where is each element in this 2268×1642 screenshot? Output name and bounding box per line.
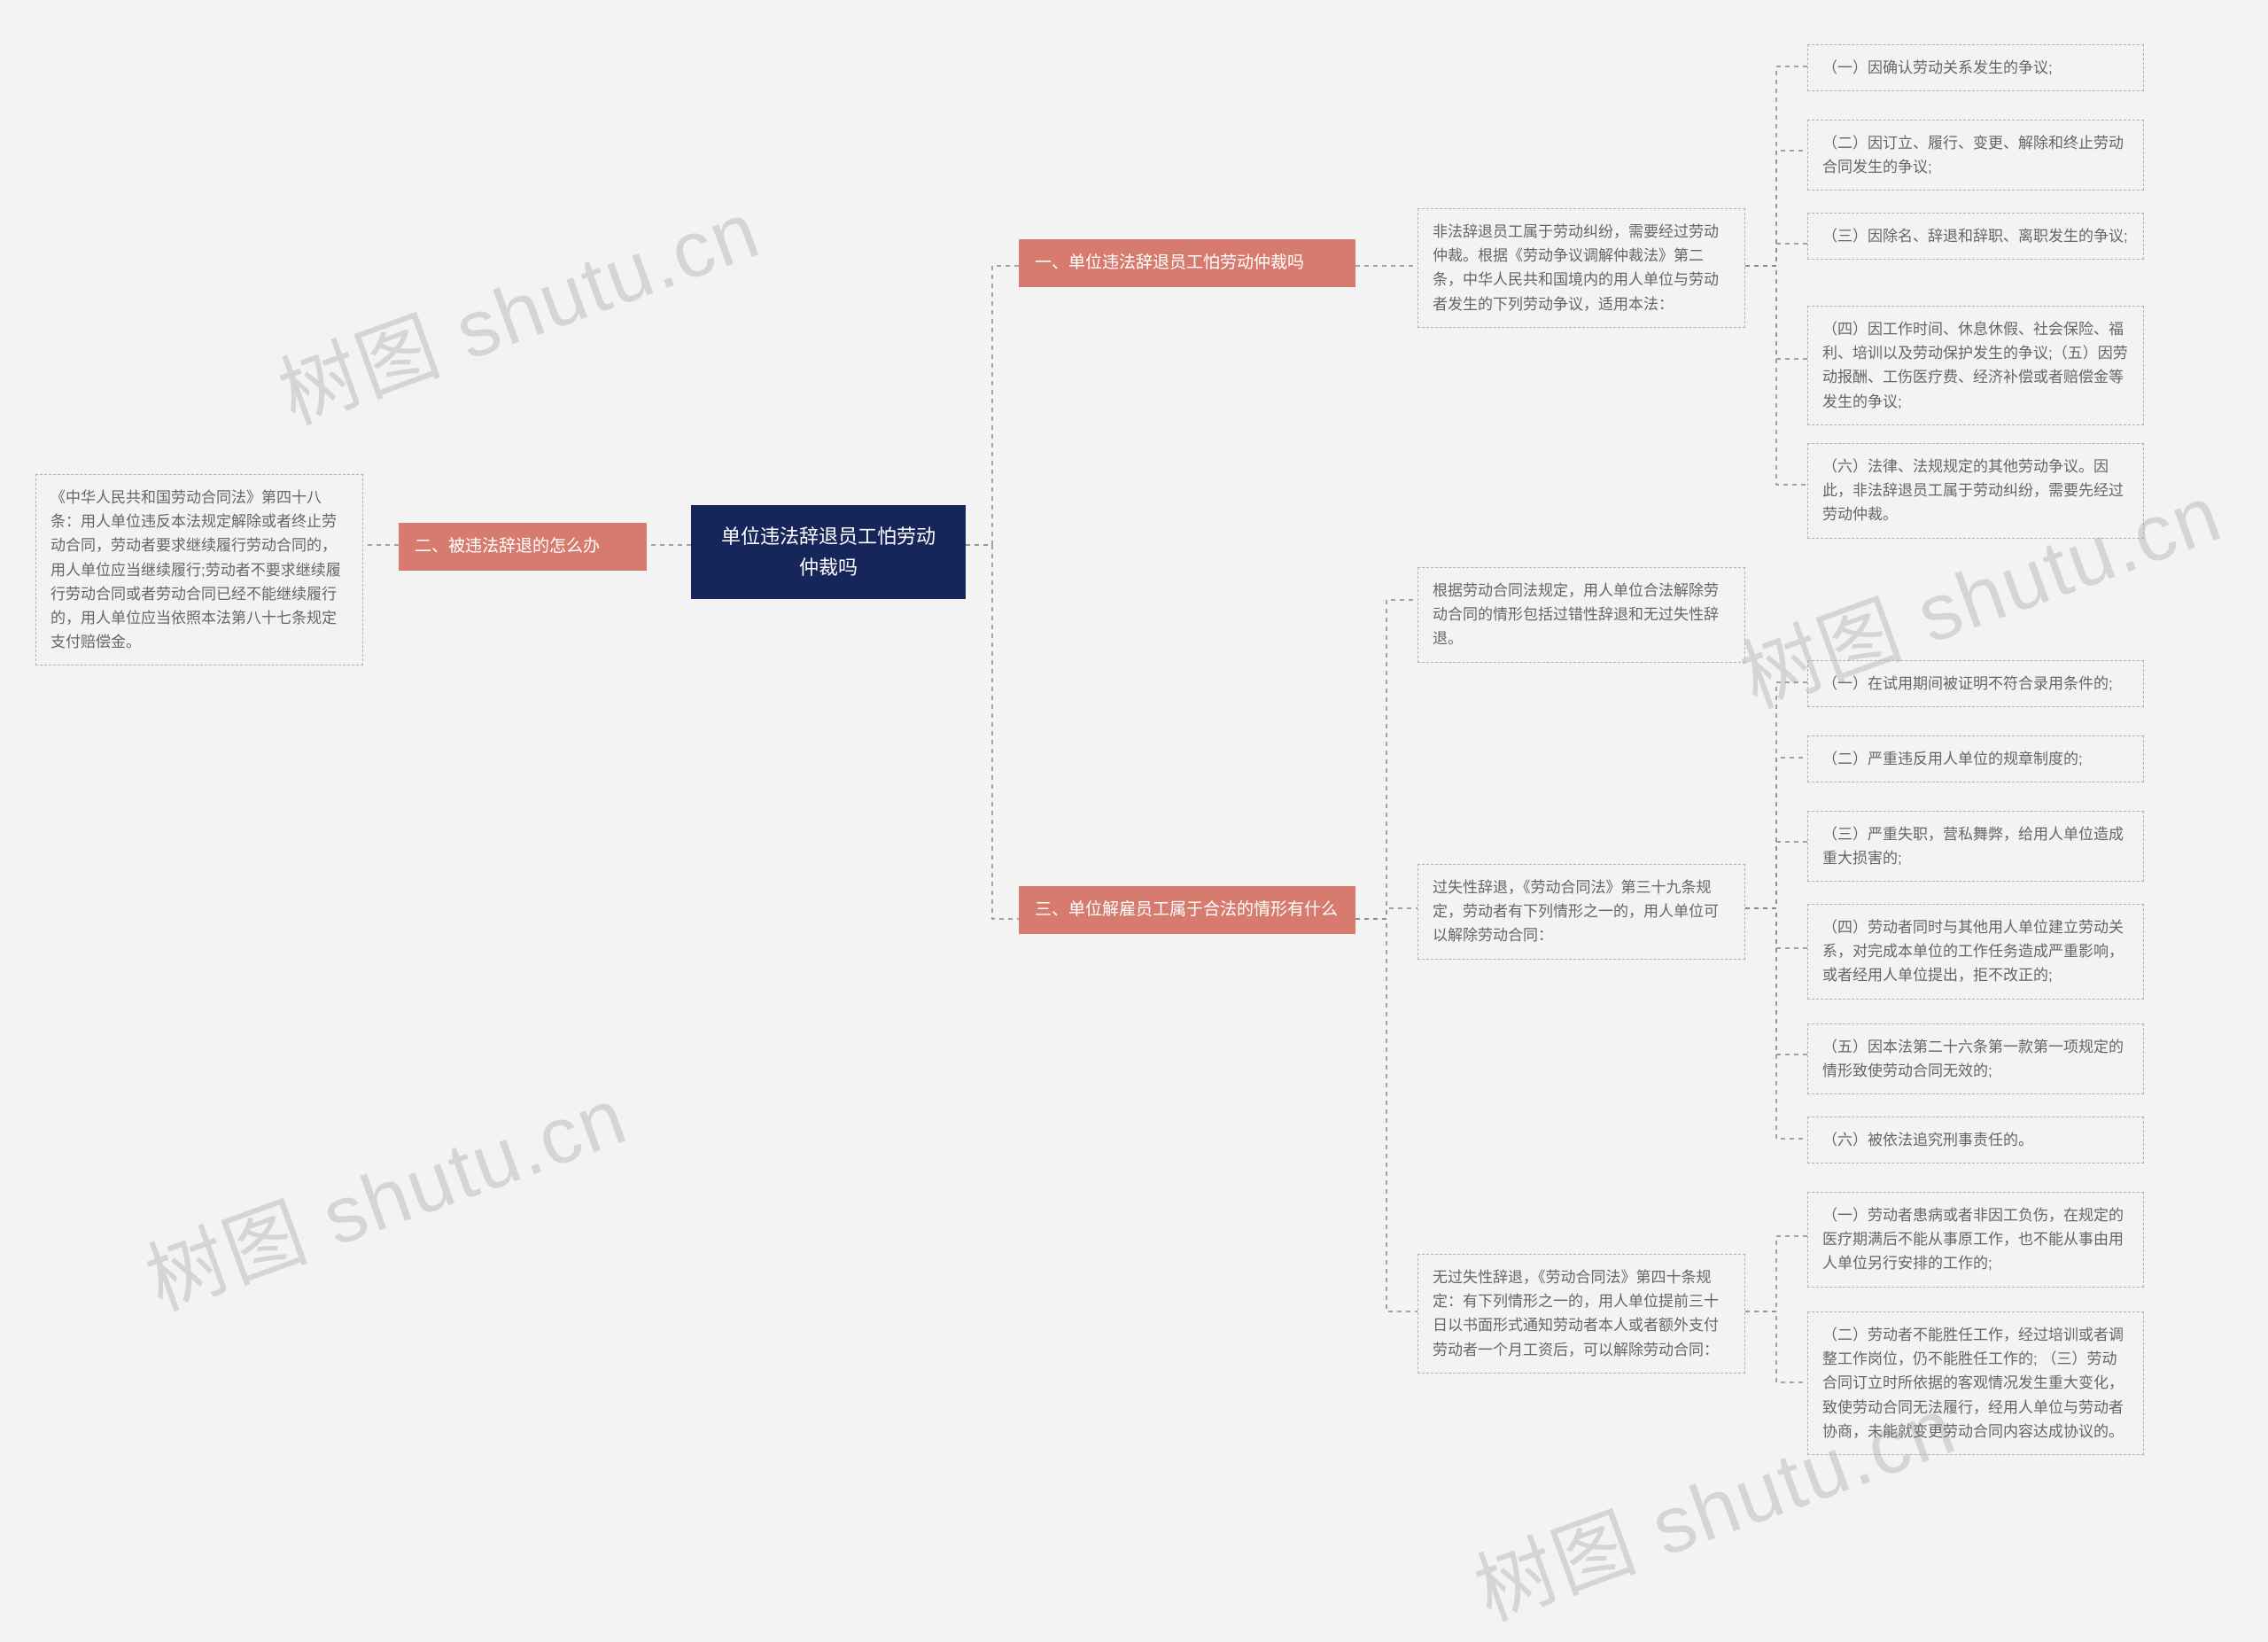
leaf-text: （四）因工作时间、休息休假、社会保险、福利、培训以及劳动保护发生的争议;（五）因… xyxy=(1822,321,2128,410)
mindmap-canvas: 树图 shutu.cn 树图 shutu.cn 树图 shutu.cn 树图 s… xyxy=(0,0,2268,1491)
leaf-node: （一）在试用期间被证明不符合录用条件的; xyxy=(1807,660,2144,707)
root-text: 单位违法辞退员工怕劳动 仲裁吗 xyxy=(714,521,943,583)
mid-node: 无过失性辞退，《劳动合同法》第四十条规定：有下列情形之一的，用人单位提前三十日以… xyxy=(1418,1254,1745,1374)
leaf-node: （四）劳动者同时与其他用人单位建立劳动关系，对完成本单位的工作任务造成严重影响，… xyxy=(1807,904,2144,1000)
mid-node: 过失性辞退，《劳动合同法》第三十九条规定，劳动者有下列情形之一的，用人单位可以解… xyxy=(1418,864,1745,960)
branch-label: 二、被违法辞退的怎么办 xyxy=(415,537,600,556)
leaf-text: （六）被依法追究刑事责任的。 xyxy=(1822,1132,2033,1148)
leaf-text: （二）因订立、履行、变更、解除和终止劳动合同发生的争议; xyxy=(1822,135,2124,175)
branch-right-1: 一、单位违法辞退员工怕劳动仲裁吗 xyxy=(1019,239,1355,287)
branch-label: 一、单位违法辞退员工怕劳动仲裁吗 xyxy=(1035,253,1304,272)
leaf-text: 《中华人民共和国劳动合同法》第四十八条：用人单位违反本法规定解除或者终止劳动合同… xyxy=(50,489,341,650)
root-node: 单位违法辞退员工怕劳动 仲裁吗 xyxy=(691,505,966,599)
leaf-text: （四）劳动者同时与其他用人单位建立劳动关系，对完成本单位的工作任务造成严重影响，… xyxy=(1822,919,2124,984)
leaf-text: （一）在试用期间被证明不符合录用条件的; xyxy=(1822,675,2113,692)
leaf-node: （三）因除名、辞退和辞职、离职发生的争议; xyxy=(1807,213,2144,260)
leaf-text: （六）法律、法规规定的其他劳动争议。因此，非法辞退员工属于劳动纠纷，需要先经过劳… xyxy=(1822,458,2124,523)
leaf-text: （二）劳动者不能胜任工作，经过培训或者调整工作岗位，仍不能胜任工作的; （三）劳… xyxy=(1822,1327,2124,1440)
leaf-node: （四）因工作时间、休息休假、社会保险、福利、培训以及劳动保护发生的争议;（五）因… xyxy=(1807,306,2144,425)
watermark: 树图 shutu.cn xyxy=(261,166,773,446)
mid-text: 非法辞退员工属于劳动纠纷，需要经过劳动仲裁。根据《劳动争议调解仲裁法》第二条，中… xyxy=(1433,223,1719,313)
leaf-text: （三）严重失职，营私舞弊，给用人单位造成重大损害的; xyxy=(1822,826,2124,867)
leaf-node: （三）严重失职，营私舞弊，给用人单位造成重大损害的; xyxy=(1807,811,2144,882)
leaf-text: （一）因确认劳动关系发生的争议; xyxy=(1822,59,2053,76)
branch-left: 二、被违法辞退的怎么办 xyxy=(399,523,647,571)
mid-text: 根据劳动合同法规定，用人单位合法解除劳动合同的情形包括过错性辞退和无过失性辞退。 xyxy=(1433,582,1719,647)
mid-text: 无过失性辞退，《劳动合同法》第四十条规定：有下列情形之一的，用人单位提前三十日以… xyxy=(1433,1269,1719,1358)
leaf-node: （五）因本法第二十六条第一款第一项规定的情形致使劳动合同无效的; xyxy=(1807,1023,2144,1094)
leaf-node: （六）被依法追究刑事责任的。 xyxy=(1807,1117,2144,1163)
leaf-node: 《中华人民共和国劳动合同法》第四十八条：用人单位违反本法规定解除或者终止劳动合同… xyxy=(35,474,363,665)
watermark: 树图 shutu.cn xyxy=(128,1052,640,1332)
branch-label: 三、单位解雇员工属于合法的情形有什么 xyxy=(1035,900,1338,919)
leaf-node: （一）因确认劳动关系发生的争议; xyxy=(1807,44,2144,91)
leaf-node: （六）法律、法规规定的其他劳动争议。因此，非法辞退员工属于劳动纠纷，需要先经过劳… xyxy=(1807,443,2144,539)
leaf-node: （二）劳动者不能胜任工作，经过培训或者调整工作岗位，仍不能胜任工作的; （三）劳… xyxy=(1807,1311,2144,1455)
leaf-text: （三）因除名、辞退和辞职、离职发生的争议; xyxy=(1822,228,2128,245)
leaf-node: （一）劳动者患病或者非因工负伤，在规定的医疗期满后不能从事原工作，也不能从事由用… xyxy=(1807,1192,2144,1288)
branch-right-3: 三、单位解雇员工属于合法的情形有什么 xyxy=(1019,886,1355,934)
mid-node: 根据劳动合同法规定，用人单位合法解除劳动合同的情形包括过错性辞退和无过失性辞退。 xyxy=(1418,567,1745,663)
mid-node: 非法辞退员工属于劳动纠纷，需要经过劳动仲裁。根据《劳动争议调解仲裁法》第二条，中… xyxy=(1418,208,1745,328)
leaf-text: （五）因本法第二十六条第一款第一项规定的情形致使劳动合同无效的; xyxy=(1822,1039,2124,1079)
mid-text: 过失性辞退，《劳动合同法》第三十九条规定，劳动者有下列情形之一的，用人单位可以解… xyxy=(1433,879,1719,944)
leaf-text: （二）严重违反用人单位的规章制度的; xyxy=(1822,751,2083,767)
leaf-text: （一）劳动者患病或者非因工负伤，在规定的医疗期满后不能从事原工作，也不能从事由用… xyxy=(1822,1207,2124,1272)
leaf-node: （二）严重违反用人单位的规章制度的; xyxy=(1807,735,2144,782)
leaf-node: （二）因订立、履行、变更、解除和终止劳动合同发生的争议; xyxy=(1807,120,2144,191)
